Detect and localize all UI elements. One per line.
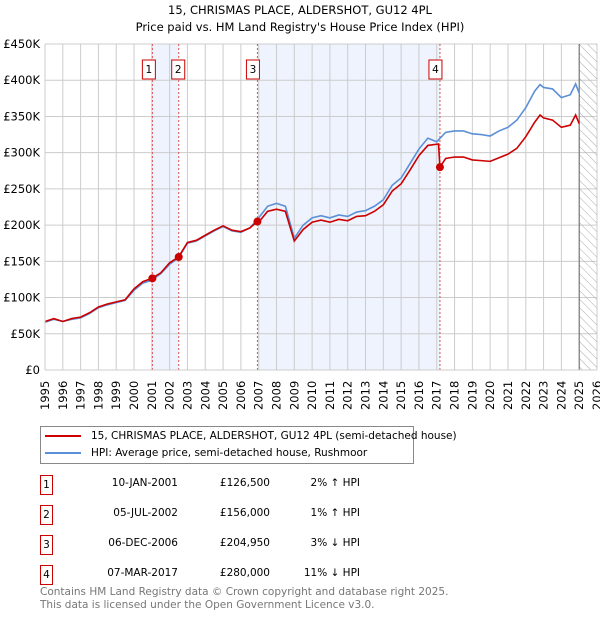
x-tick-label: 2011 bbox=[323, 381, 337, 410]
transaction-price: £204,950 bbox=[219, 537, 270, 549]
legend-swatch-blue bbox=[45, 452, 81, 454]
x-tick-label: 2022 bbox=[519, 381, 533, 410]
x-tick-label: 2020 bbox=[483, 381, 497, 410]
transaction-hpi-diff: 11% ↓ HPI bbox=[303, 567, 360, 579]
sale-point bbox=[174, 252, 183, 261]
x-tick-label: 2002 bbox=[163, 381, 177, 410]
x-tick-label: 1998 bbox=[91, 381, 105, 410]
x-tick-label: 2009 bbox=[287, 381, 301, 410]
transaction-hpi-diff: 1% ↑ HPI bbox=[310, 507, 360, 519]
transaction-row: 2 05-JUL-2002 £156,000 1% ↑ HPI bbox=[40, 505, 440, 525]
forecast-hatch bbox=[579, 44, 597, 370]
x-tick-label: 2017 bbox=[430, 381, 444, 410]
x-tick-label: 2003 bbox=[180, 381, 194, 410]
legend-item-property: 15, CHRISMAS PLACE, ALDERSHOT, GU12 4PL … bbox=[45, 430, 457, 442]
y-tick-label: £200K bbox=[3, 218, 40, 232]
property-series-line bbox=[44, 113, 580, 323]
y-tick-label: £100K bbox=[3, 291, 40, 305]
x-tick-label: 1997 bbox=[74, 381, 88, 410]
x-tick-label: 2010 bbox=[305, 381, 319, 410]
sale-point bbox=[253, 217, 262, 226]
x-tick-label: 2023 bbox=[537, 381, 551, 410]
x-tick-label: 2006 bbox=[234, 381, 248, 410]
x-tick-label: 2019 bbox=[465, 381, 479, 410]
sale-label: 3 bbox=[250, 64, 257, 76]
transaction-price: £280,000 bbox=[219, 567, 270, 579]
sale-point bbox=[148, 274, 157, 283]
legend: 15, CHRISMAS PLACE, ALDERSHOT, GU12 4PL … bbox=[40, 426, 457, 464]
x-tick-label: 2026 bbox=[590, 381, 600, 410]
footer-line: Contains HM Land Registry data © Crown c… bbox=[40, 586, 449, 598]
legend-swatch-red bbox=[45, 435, 81, 437]
transaction-date: 10-JAN-2001 bbox=[111, 477, 178, 489]
x-tick-label: 2014 bbox=[376, 381, 390, 410]
transaction-hpi-diff: 2% ↑ HPI bbox=[310, 477, 360, 489]
transaction-date: 05-JUL-2002 bbox=[113, 507, 178, 519]
x-tick-label: 2015 bbox=[394, 381, 408, 410]
transaction-price: £156,000 bbox=[219, 507, 270, 519]
x-tick-label: 2016 bbox=[412, 381, 426, 410]
footer: Contains HM Land Registry data © Crown c… bbox=[40, 586, 448, 612]
footer-line: This data is licensed under the Open Gov… bbox=[40, 599, 375, 611]
x-tick-label: 2007 bbox=[252, 381, 266, 410]
x-tick-label: 2013 bbox=[359, 381, 373, 410]
y-tick-label: £150K bbox=[3, 254, 40, 268]
transaction-row: 4 07-MAR-2017 £280,000 11% ↓ HPI bbox=[40, 565, 440, 585]
sale-label-box bbox=[428, 59, 443, 80]
sale-label: 2 bbox=[175, 64, 182, 76]
shaded-period bbox=[257, 44, 440, 370]
sale-point bbox=[435, 163, 444, 172]
transaction-date: 06-DEC-2006 bbox=[108, 537, 178, 549]
transaction-date: 07-MAR-2017 bbox=[107, 567, 178, 579]
x-tick-label: 2000 bbox=[127, 381, 141, 410]
x-tick-label: 2021 bbox=[501, 381, 515, 410]
y-tick-label: £50K bbox=[11, 327, 41, 341]
transaction-number-badge: 1 bbox=[40, 475, 53, 495]
chart-title: 15, CHRISMAS PLACE, ALDERSHOT, GU12 4PL bbox=[168, 3, 433, 17]
x-tick-label: 2025 bbox=[572, 381, 586, 410]
chart-subtitle: Price paid vs. HM Land Registry's House … bbox=[136, 20, 465, 34]
transaction-row: 3 06-DEC-2006 £204,950 3% ↓ HPI bbox=[40, 535, 440, 555]
y-tick-label: £250K bbox=[3, 182, 40, 196]
x-tick-label: 2024 bbox=[554, 381, 568, 410]
x-tick-label: 1995 bbox=[38, 381, 52, 410]
x-tick-label: 1999 bbox=[109, 381, 123, 410]
legend-label: HPI: Average price, semi-detached house,… bbox=[91, 447, 368, 459]
y-tick-label: £450K bbox=[3, 37, 40, 51]
transaction-hpi-diff: 3% ↓ HPI bbox=[310, 537, 360, 549]
transaction-number-badge: 2 bbox=[40, 505, 53, 525]
transaction-number-badge: 4 bbox=[40, 565, 53, 585]
x-tick-label: 2008 bbox=[269, 381, 283, 410]
x-tick-label: 2018 bbox=[448, 381, 462, 410]
sale-label: 4 bbox=[432, 64, 439, 76]
hpi-series-line bbox=[44, 81, 580, 323]
y-tick-label: £300K bbox=[3, 146, 40, 160]
shaded-period bbox=[152, 44, 179, 370]
legend-label: 15, CHRISMAS PLACE, ALDERSHOT, GU12 4PL … bbox=[91, 430, 457, 442]
transaction-row: 1 10-JAN-2001 £126,500 2% ↑ HPI bbox=[40, 475, 440, 495]
sale-label: 1 bbox=[146, 64, 153, 76]
x-tick-label: 2004 bbox=[198, 381, 212, 410]
y-tick-label: £0 bbox=[25, 363, 40, 377]
y-tick-label: £400K bbox=[3, 73, 40, 87]
x-tick-label: 1996 bbox=[56, 381, 70, 410]
x-tick-label: 2005 bbox=[216, 381, 230, 410]
y-tick-label: £350K bbox=[3, 109, 40, 123]
sale-label-box bbox=[141, 59, 156, 80]
x-tick-label: 2001 bbox=[145, 381, 159, 410]
sale-label-box bbox=[171, 59, 186, 80]
x-tick-label: 2012 bbox=[341, 381, 355, 410]
chart: 15, CHRISMAS PLACE, ALDERSHOT, GU12 4PL … bbox=[3, 3, 600, 410]
transaction-price: £126,500 bbox=[219, 477, 270, 489]
legend-item-hpi: HPI: Average price, semi-detached house,… bbox=[45, 447, 367, 459]
sale-label-box bbox=[245, 59, 260, 80]
transaction-number-badge: 3 bbox=[40, 535, 53, 555]
